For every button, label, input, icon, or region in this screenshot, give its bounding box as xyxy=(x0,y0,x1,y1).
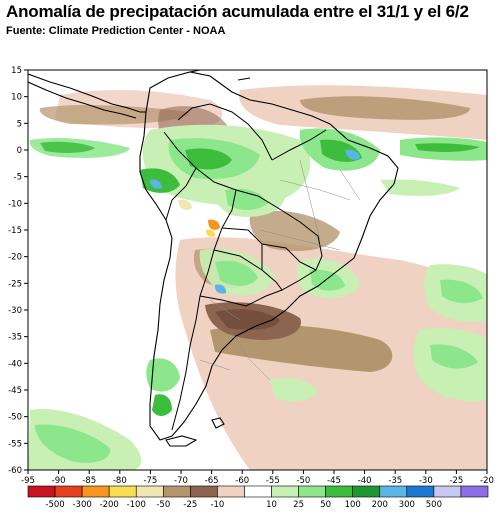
legend-swatch xyxy=(27,485,56,498)
legend-label: 200 xyxy=(372,500,388,509)
lat-tick-label: -10 xyxy=(8,199,22,209)
legend-label: 100 xyxy=(345,500,361,509)
legend-swatch xyxy=(162,485,191,498)
lon-tick-label: -40 xyxy=(358,476,372,486)
lon-tick-label: -80 xyxy=(113,476,127,486)
legend-label: -25 xyxy=(183,500,197,509)
lat-tick-label: 0 xyxy=(17,146,22,156)
lon-tick-label: -65 xyxy=(205,476,219,486)
legend-swatch xyxy=(190,485,218,498)
lat-tick-label: -55 xyxy=(8,439,22,449)
lat-tick-label: -35 xyxy=(8,333,22,343)
lon-tick-label: -85 xyxy=(82,476,96,486)
lat-tick-label: 10 xyxy=(11,93,22,103)
legend-swatch xyxy=(217,485,245,498)
legend-swatch xyxy=(244,485,272,498)
lat-tick-label: -45 xyxy=(8,386,22,396)
legend-label: 500 xyxy=(426,500,442,509)
lon-tick-label: -50 xyxy=(296,476,310,486)
legend-swatch xyxy=(135,485,164,498)
lon-tick-label: -55 xyxy=(266,476,280,486)
latitude-axis: 15 10 5 0 -5 -10 -15 -20 -25 -30 -35 -40 -45 -50 -55 -6… xyxy=(8,66,28,476)
legend-swatch xyxy=(406,485,435,498)
legend-swatch xyxy=(460,485,489,498)
lat-tick-label: -50 xyxy=(8,413,22,423)
lon-tick-label: -35 xyxy=(388,476,402,486)
lat-tick-label: -30 xyxy=(8,306,22,316)
longitude-axis: -95 -90 -85 -80 -75 -70 -65 -60 -55 -50 -45 -40 -35 -… xyxy=(21,470,494,486)
anomaly-shading xyxy=(28,85,487,470)
lon-tick-label: -75 xyxy=(143,476,157,486)
coastlines xyxy=(28,70,399,447)
lon-tick-label: -30 xyxy=(419,476,433,486)
color-legend: -500 -300 -200 -100 -50 -25 -10 10 25 50 100 200 300… xyxy=(27,485,489,510)
legend-label: -100 xyxy=(127,500,146,509)
lon-tick-label: -90 xyxy=(52,476,66,486)
legend-label: 10 xyxy=(266,500,277,509)
lon-tick-label: -20 xyxy=(480,476,494,486)
legend-label: -500 xyxy=(45,500,64,509)
lat-tick-label: -25 xyxy=(8,279,22,289)
legend-label: -300 xyxy=(72,500,91,509)
lat-tick-label: 15 xyxy=(11,66,22,76)
lon-tick-label: -25 xyxy=(449,476,463,486)
legend-swatch xyxy=(379,485,408,498)
state-borders xyxy=(199,159,361,381)
legend-label: -50 xyxy=(156,500,170,509)
map-frame xyxy=(27,69,488,471)
legend-label: 25 xyxy=(293,500,304,509)
lat-tick-label: -20 xyxy=(8,253,22,263)
legend-swatch xyxy=(54,485,83,498)
lon-tick-label: -45 xyxy=(327,476,341,486)
lat-tick-label: -5 xyxy=(14,173,22,183)
legend-swatch xyxy=(325,485,354,498)
legend-swatch xyxy=(298,485,326,498)
legend-swatch xyxy=(433,485,462,498)
lon-tick-label: -70 xyxy=(174,476,188,486)
lon-tick-label: -95 xyxy=(21,476,35,486)
lat-tick-label: -40 xyxy=(8,359,22,369)
map-subtitle: Fuente: Climate Prediction Center - NOAA xyxy=(6,25,226,37)
lat-tick-label: -15 xyxy=(8,226,22,236)
legend-label: 50 xyxy=(320,500,331,509)
lat-tick-label: -60 xyxy=(8,466,22,476)
map-title: Anomalía de precipatación acumulada entr… xyxy=(6,2,469,21)
lon-tick-label: -60 xyxy=(235,476,249,486)
legend-label: -200 xyxy=(100,500,119,509)
legend-swatch xyxy=(271,485,299,498)
legend-swatch xyxy=(81,485,110,498)
country-borders xyxy=(163,103,327,431)
legend-label: -10 xyxy=(210,500,224,509)
legend-swatch xyxy=(108,485,137,498)
lat-tick-label: 5 xyxy=(17,119,22,129)
legend-swatch xyxy=(352,485,381,498)
legend-label: 300 xyxy=(399,500,415,509)
